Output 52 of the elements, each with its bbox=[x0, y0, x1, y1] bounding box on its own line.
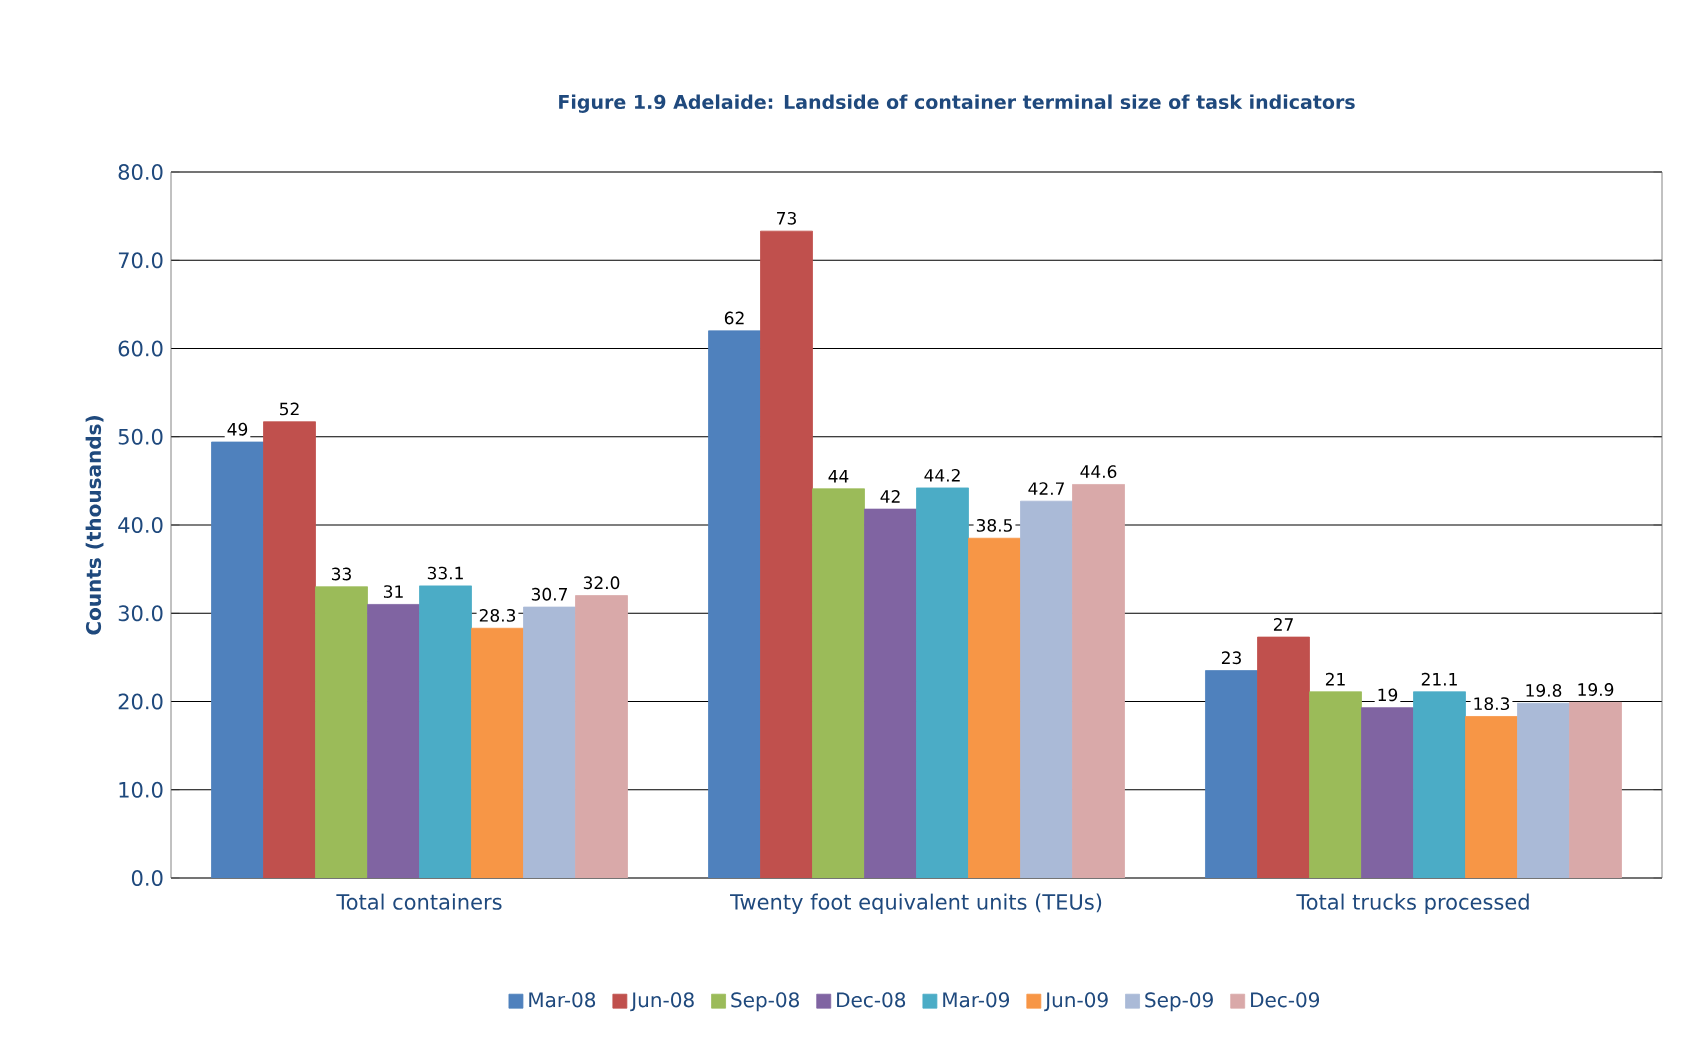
data-label: 73 bbox=[777, 211, 796, 225]
legend-label: Jun-09 bbox=[1044, 992, 1108, 1012]
data-label: 44.2 bbox=[924, 468, 960, 482]
data-label: 18.3 bbox=[1474, 697, 1510, 711]
data-label: 19.8 bbox=[1526, 684, 1562, 697]
data-label: 19.9 bbox=[1578, 683, 1614, 696]
data-label: 52 bbox=[280, 402, 299, 416]
data-label: 27 bbox=[1273, 618, 1293, 631]
legend-label: Dec-09 bbox=[1251, 992, 1320, 1008]
bar bbox=[1569, 701, 1622, 878]
y-tick-label: 50.0 bbox=[118, 428, 163, 445]
legend-label: Mar-09 bbox=[943, 992, 1010, 1008]
data-label: 23 bbox=[1221, 651, 1241, 665]
data-label: 38.5 bbox=[976, 518, 1012, 532]
y-axis-title: Counts (thousands) bbox=[85, 416, 104, 635]
data-label: 62 bbox=[724, 311, 744, 325]
y-tick-label: 70.0 bbox=[118, 252, 163, 269]
data-label: 19 bbox=[1378, 688, 1398, 702]
x-tick-label: Total containers bbox=[336, 893, 502, 910]
data-label: 31 bbox=[383, 585, 403, 599]
y-tick-label: 40.0 bbox=[118, 517, 163, 533]
legend-label: Sep-09 bbox=[1145, 992, 1213, 1012]
y-tick-label: 80.0 bbox=[118, 164, 163, 180]
bar bbox=[1072, 484, 1125, 878]
y-tick-label: 0.0 bbox=[131, 870, 163, 886]
y-tick-label: 10.0 bbox=[119, 781, 163, 798]
x-tick-label: Twenty foot equivalent units (TEUs) bbox=[730, 893, 1102, 914]
legend-label: Jun-08 bbox=[630, 992, 694, 1012]
data-label: 33.1 bbox=[427, 566, 463, 580]
data-label: 32.0 bbox=[583, 576, 620, 590]
bar bbox=[1205, 670, 1258, 878]
data-label: 33 bbox=[331, 567, 351, 581]
bar bbox=[708, 330, 761, 878]
legend-label: Mar-08 bbox=[529, 992, 596, 1008]
data-label: 49 bbox=[227, 422, 248, 436]
x-tick-label: Total trucks processed bbox=[1296, 893, 1529, 914]
y-tick-label: 20.0 bbox=[118, 693, 163, 710]
data-label: 21.1 bbox=[1421, 672, 1457, 686]
bar bbox=[211, 441, 264, 878]
data-label: 42.7 bbox=[1028, 482, 1064, 495]
data-label: 21 bbox=[1325, 672, 1345, 686]
data-label: 44.6 bbox=[1080, 465, 1117, 479]
bar bbox=[575, 595, 628, 878]
legend-label: Sep-08 bbox=[731, 992, 799, 1012]
chart-title: Figure 1.9 Adelaide: Landside of container terminal size of task indicators bbox=[559, 94, 1355, 113]
y-tick-label: 30.0 bbox=[118, 605, 163, 622]
data-label: 44 bbox=[828, 470, 849, 483]
y-tick-label: 60.0 bbox=[118, 340, 163, 357]
data-label: 42 bbox=[880, 490, 900, 503]
legend-label: Dec-08 bbox=[837, 992, 906, 1008]
data-label: 28.3 bbox=[479, 608, 516, 622]
data-label: 30.7 bbox=[531, 587, 567, 601]
